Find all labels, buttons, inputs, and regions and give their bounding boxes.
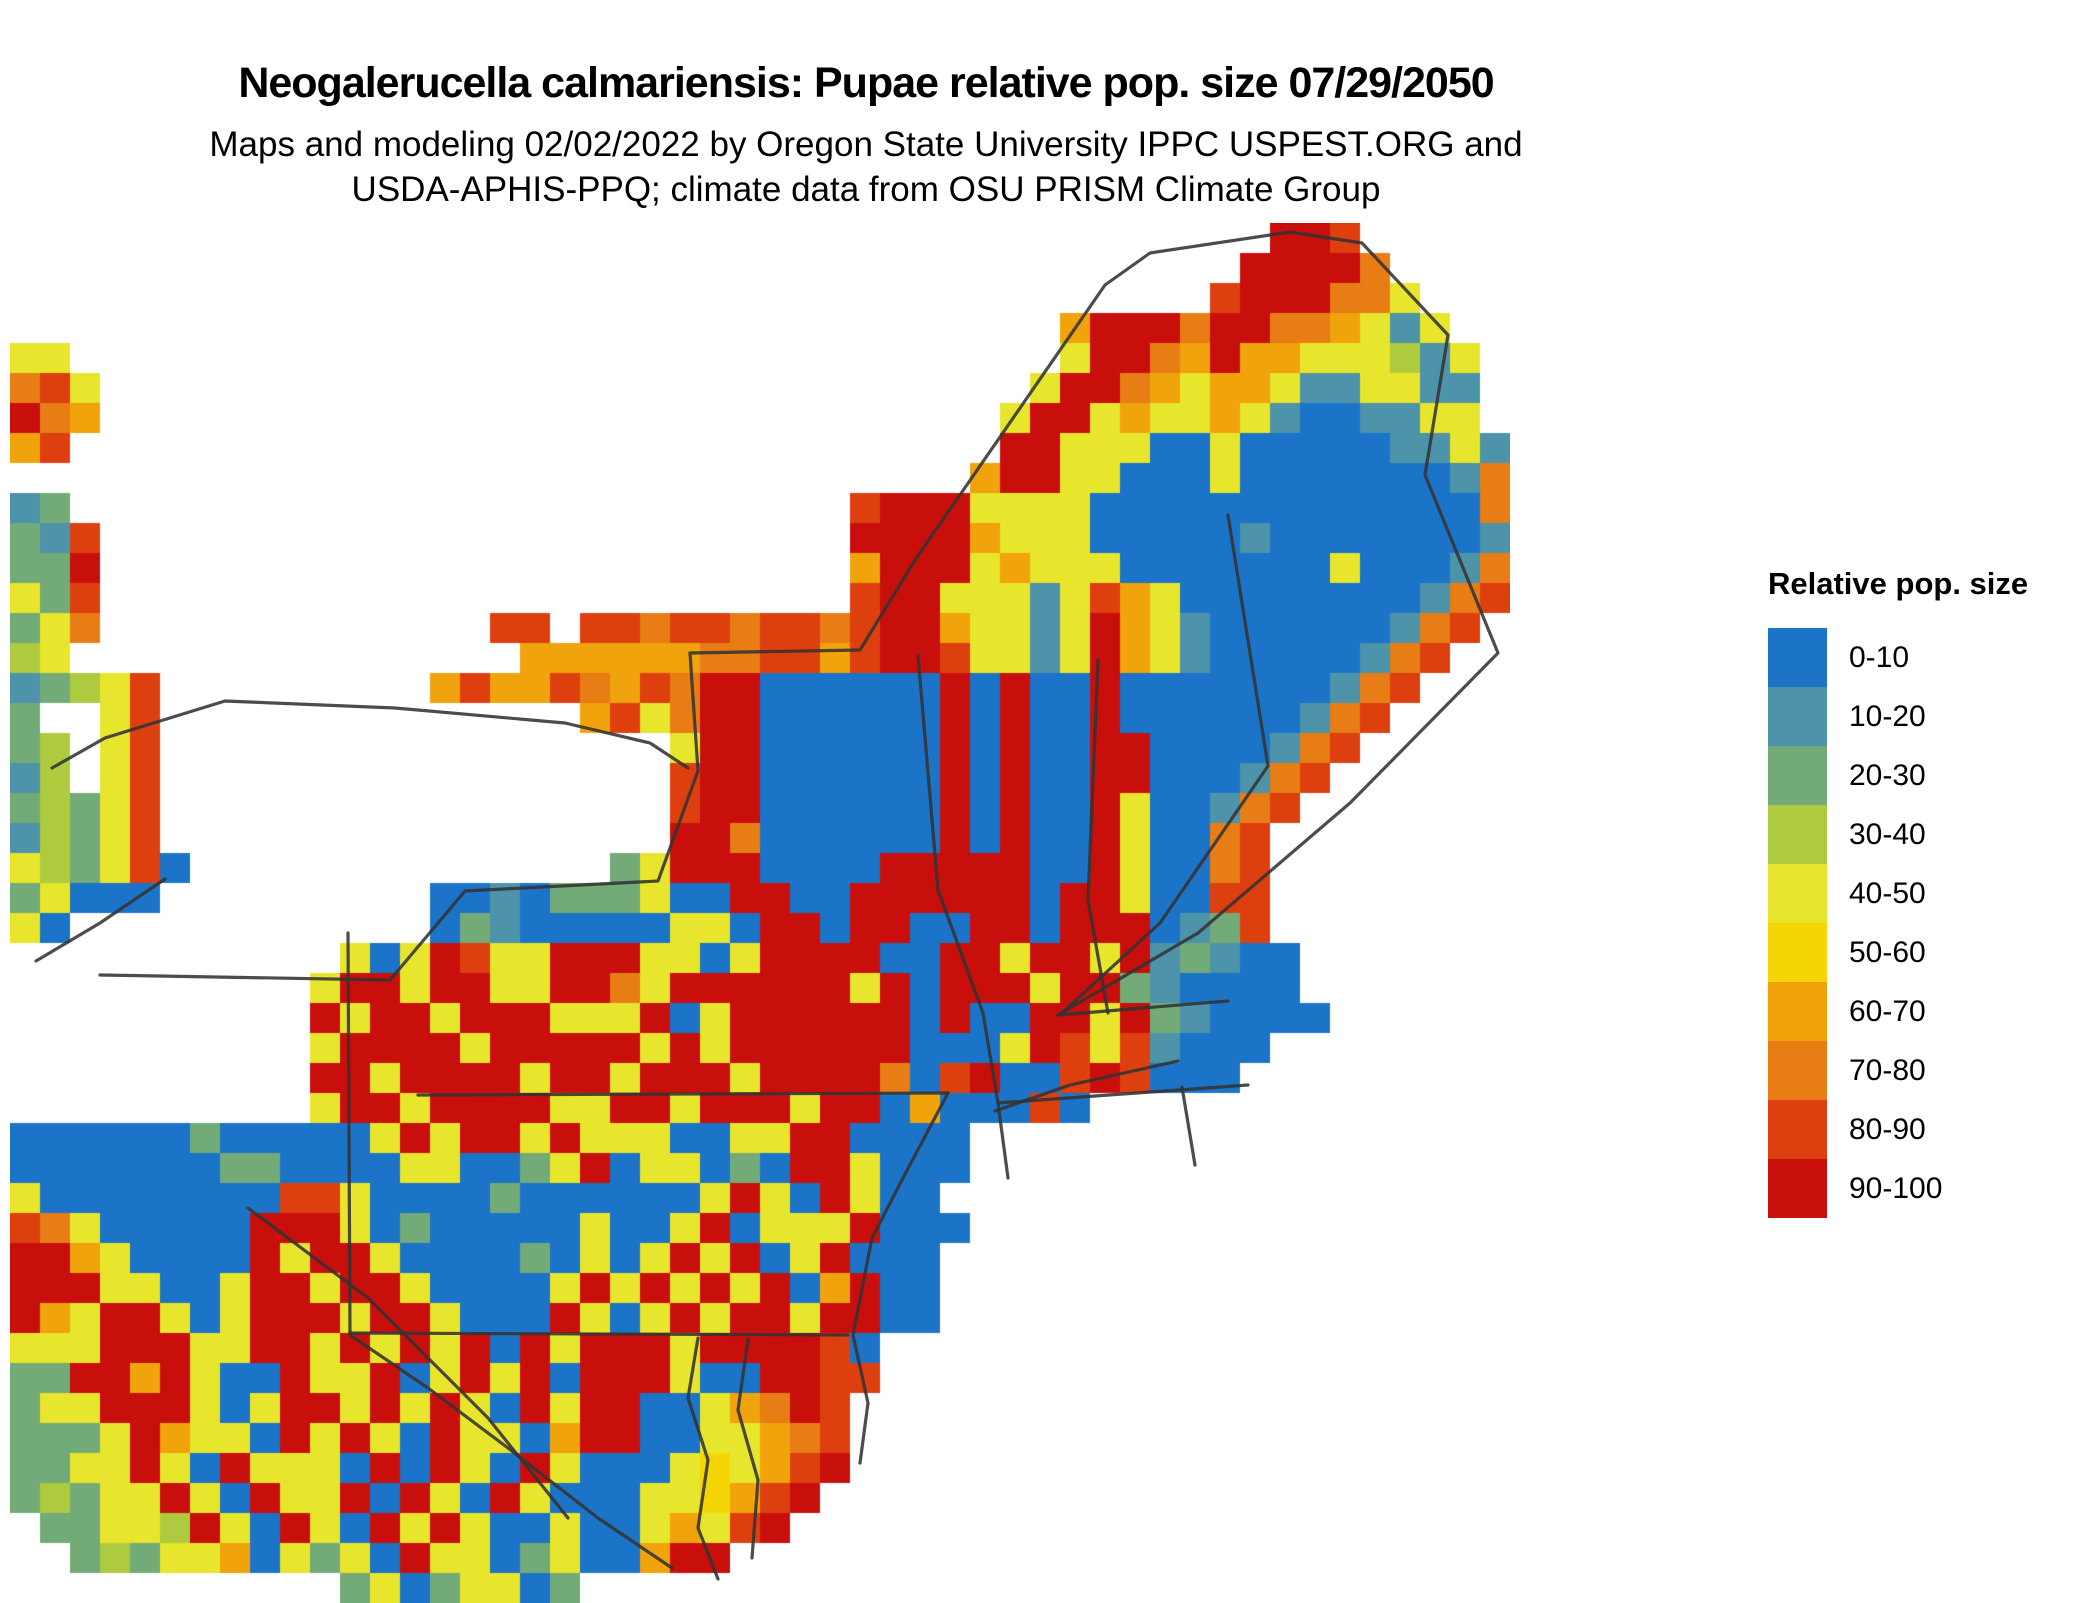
population-raster-map [10,223,1510,1603]
legend-item: 40-50 [1768,864,2068,923]
legend-swatch [1768,1041,1827,1100]
legend-item: 80-90 [1768,1100,2068,1159]
legend-label: 80-90 [1849,1112,1926,1146]
legend-label: 20-30 [1849,758,1926,792]
legend-label: 70-80 [1849,1053,1926,1087]
legend-swatch [1768,628,1827,687]
subtitle-line-1: Maps and modeling 02/02/2022 by Oregon S… [209,125,1523,164]
legend-label: 10-20 [1849,699,1926,733]
legend-label: 0-10 [1849,640,1910,674]
legend-label: 30-40 [1849,817,1926,851]
legend-item: 90-100 [1768,1159,2068,1218]
legend-swatch [1768,687,1827,746]
legend-swatch [1768,1159,1827,1218]
legend-item: 10-20 [1768,687,2068,746]
legend-item: 50-60 [1768,923,2068,982]
legend-swatch [1768,746,1827,805]
subtitle-line-2: USDA-APHIS-PPQ; climate data from OSU PR… [351,170,1381,209]
legend-item: 60-70 [1768,982,2068,1041]
page-title: Neogalerucella calmariensis: Pupae relat… [238,59,1494,107]
legend-items: 0-10 10-20 20-30 30-40 40-50 50-60 60-70 70-80 8… [1768,628,2068,1218]
legend-label: 60-70 [1849,994,1926,1028]
legend-swatch [1768,864,1827,923]
legend-swatch [1768,1100,1827,1159]
population-map [10,223,1510,1603]
legend-title: Relative pop. size [1768,566,2029,601]
legend-label: 90-100 [1849,1171,1943,1205]
subtitle: Maps and modeling 02/02/2022 by Oregon S… [166,122,1566,212]
legend-swatch [1768,805,1827,864]
legend-item: 20-30 [1768,746,2068,805]
legend-label: 50-60 [1849,935,1926,969]
figure-header: Neogalerucella calmariensis: Pupae relat… [166,58,1566,212]
legend-item: 70-80 [1768,1041,2068,1100]
legend-item: 0-10 [1768,628,2068,687]
legend: Relative pop. size 0-10 10-20 20-30 30-40 40… [1768,566,2068,1218]
legend-swatch [1768,982,1827,1041]
legend-label: 40-50 [1849,876,1926,910]
legend-swatch [1768,923,1827,982]
legend-item: 30-40 [1768,805,2068,864]
